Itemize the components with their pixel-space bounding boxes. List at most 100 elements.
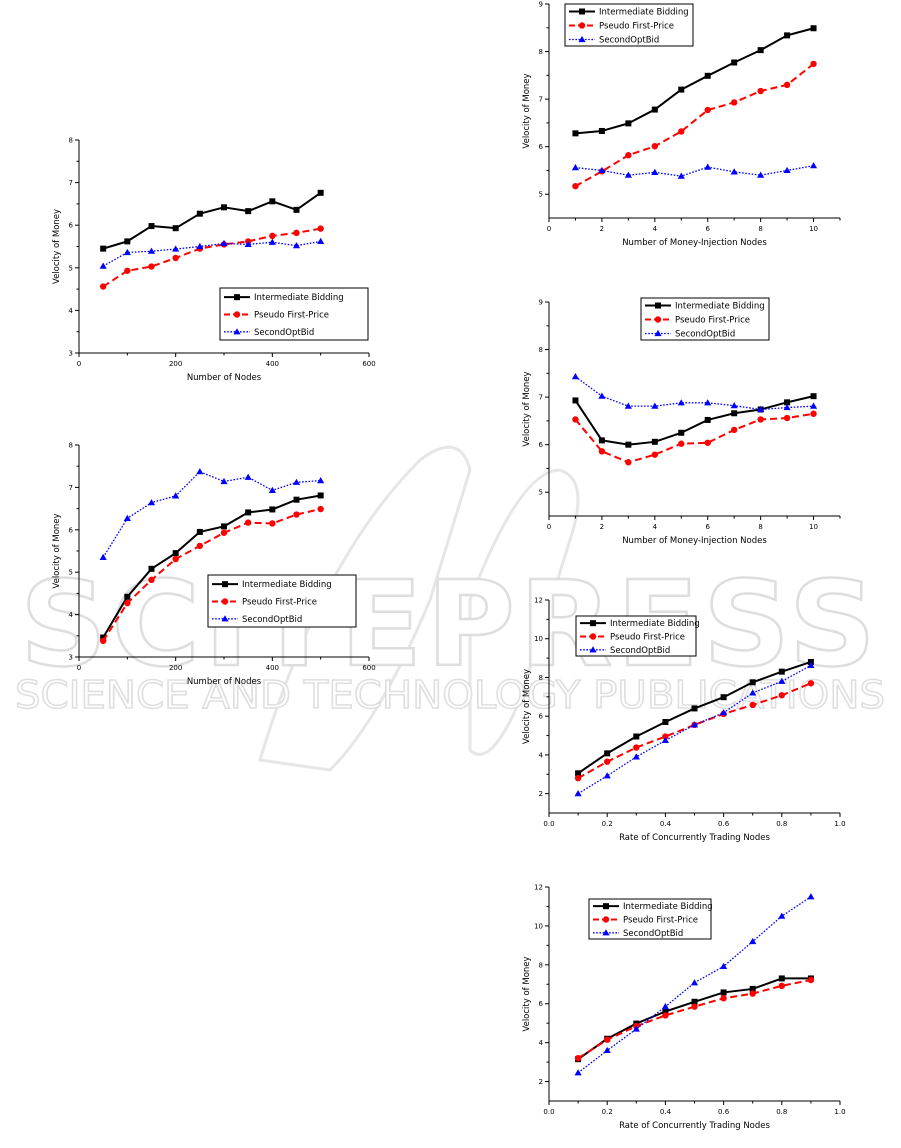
data-point bbox=[269, 232, 276, 240]
data-point bbox=[147, 499, 156, 506]
series-line bbox=[577, 977, 811, 1060]
x-tick-label: 0 bbox=[547, 523, 551, 531]
data-point bbox=[677, 399, 685, 406]
chart-5: 0.0 0.2 0.4 0.6 0.8 1.0 2 4 6 8 10 12 Rate of Concur… bbox=[515, 590, 860, 855]
data-point bbox=[625, 459, 632, 466]
y-tick-label: 2 bbox=[539, 1078, 543, 1086]
data-point bbox=[172, 555, 179, 563]
data-point bbox=[572, 416, 579, 423]
series-intermediate-bidding bbox=[100, 189, 324, 252]
data-point bbox=[148, 576, 155, 584]
chart-svg: 0.0 0.2 0.4 0.6 0.8 1.0 2 4 6 8 10 12 Rate of Concur… bbox=[522, 884, 846, 1132]
y-tick-label: 7 bbox=[69, 179, 73, 187]
legend-item: SecondOptBid bbox=[569, 36, 659, 46]
data-point bbox=[810, 60, 817, 68]
data-point bbox=[807, 893, 815, 900]
data-point bbox=[625, 120, 632, 127]
data-point bbox=[778, 982, 785, 990]
y-tick-label: 4 bbox=[539, 1039, 544, 1047]
data-point bbox=[749, 701, 756, 709]
legend: Intermediate Bidding Pseudo First-Price Se… bbox=[207, 574, 357, 628]
data-point bbox=[172, 254, 179, 262]
data-point bbox=[778, 912, 786, 919]
data-point bbox=[317, 505, 324, 513]
data-point bbox=[677, 172, 685, 179]
data-point bbox=[148, 223, 155, 230]
series-intermediate-bidding bbox=[100, 492, 324, 641]
x-tick-label: 400 bbox=[266, 664, 279, 672]
data-point bbox=[651, 142, 659, 150]
y-tick-label: 8 bbox=[539, 674, 543, 682]
series-intermediate-bidding bbox=[572, 393, 817, 448]
legend-label: Pseudo First-Price bbox=[623, 916, 698, 926]
data-point bbox=[220, 239, 228, 247]
data-point bbox=[292, 242, 301, 249]
data-point bbox=[317, 477, 325, 484]
data-point bbox=[574, 1055, 582, 1062]
data-point bbox=[784, 399, 791, 406]
data-point bbox=[598, 448, 606, 455]
data-point bbox=[778, 975, 785, 982]
y-axis-title: Velocity of Money bbox=[522, 371, 532, 446]
data-point bbox=[604, 750, 611, 757]
data-point bbox=[172, 550, 179, 557]
series-line bbox=[577, 979, 812, 1060]
data-point bbox=[757, 47, 764, 54]
legend-label: Pseudo First-Price bbox=[610, 633, 685, 643]
data-point bbox=[100, 245, 107, 252]
legend-marker bbox=[589, 633, 597, 640]
data-point bbox=[757, 171, 765, 178]
y-tick-label: 5 bbox=[539, 489, 543, 497]
data-point bbox=[651, 168, 659, 175]
series-line bbox=[102, 240, 321, 267]
data-point bbox=[172, 492, 180, 499]
legend-marker bbox=[579, 8, 585, 15]
data-point bbox=[678, 128, 685, 135]
chart-3: 0 2 4 6 8 10 5 6 7 8 9 Number of Money-Injection No… bbox=[515, 0, 860, 260]
x-tick-label: 1.0 bbox=[834, 820, 845, 828]
legend-marker bbox=[222, 581, 228, 588]
y-tick-label: 9 bbox=[539, 1, 543, 9]
data-point bbox=[603, 1046, 611, 1054]
legend-label: Pseudo First-Price bbox=[242, 598, 317, 608]
data-point bbox=[244, 519, 252, 526]
chart-2: 0 200 400 600 3 4 5 6 7 8 Number of Nodes Velocity … bbox=[50, 435, 389, 699]
data-point bbox=[810, 25, 817, 32]
data-point bbox=[598, 392, 606, 399]
y-tick-label: 5 bbox=[69, 569, 73, 577]
chart-svg: 0 200 400 600 3 4 5 6 7 8 Number of Nodes Velocity … bbox=[52, 442, 376, 688]
data-point bbox=[678, 429, 685, 436]
data-point bbox=[633, 744, 640, 751]
legend: Intermediate Bidding Pseudo First-Price Se… bbox=[219, 287, 369, 341]
legend-label: Pseudo First-Price bbox=[675, 316, 750, 326]
data-point bbox=[196, 210, 203, 217]
data-point bbox=[220, 529, 228, 536]
data-point bbox=[124, 267, 131, 274]
data-point bbox=[317, 492, 324, 499]
legend-item: SecondOptBid bbox=[212, 615, 302, 625]
data-point bbox=[731, 410, 738, 417]
series-pseudo-first-price bbox=[572, 410, 817, 466]
data-point bbox=[633, 733, 640, 740]
y-tick-label: 8 bbox=[539, 961, 543, 969]
y-tick-label: 6 bbox=[539, 1000, 544, 1008]
data-point bbox=[783, 166, 791, 174]
data-point bbox=[651, 438, 658, 445]
series-line bbox=[102, 494, 321, 639]
data-point bbox=[704, 399, 712, 406]
y-axis-title: Velocity of Money bbox=[522, 669, 532, 744]
x-tick-label: 0.0 bbox=[543, 820, 554, 828]
data-point bbox=[99, 553, 107, 560]
data-point bbox=[678, 86, 685, 93]
legend-marker bbox=[234, 294, 240, 301]
y-tick-label: 6 bbox=[539, 713, 544, 721]
x-tick-label: 10 bbox=[809, 225, 818, 233]
y-tick-label: 6 bbox=[69, 526, 74, 534]
data-point bbox=[757, 405, 765, 413]
x-tick-label: 2 bbox=[600, 225, 604, 233]
data-point bbox=[244, 473, 252, 480]
data-point bbox=[269, 520, 276, 527]
series-secondoptbid bbox=[99, 468, 325, 560]
legend-item: SecondOptBid bbox=[580, 646, 670, 656]
x-tick-label: 600 bbox=[362, 664, 375, 672]
